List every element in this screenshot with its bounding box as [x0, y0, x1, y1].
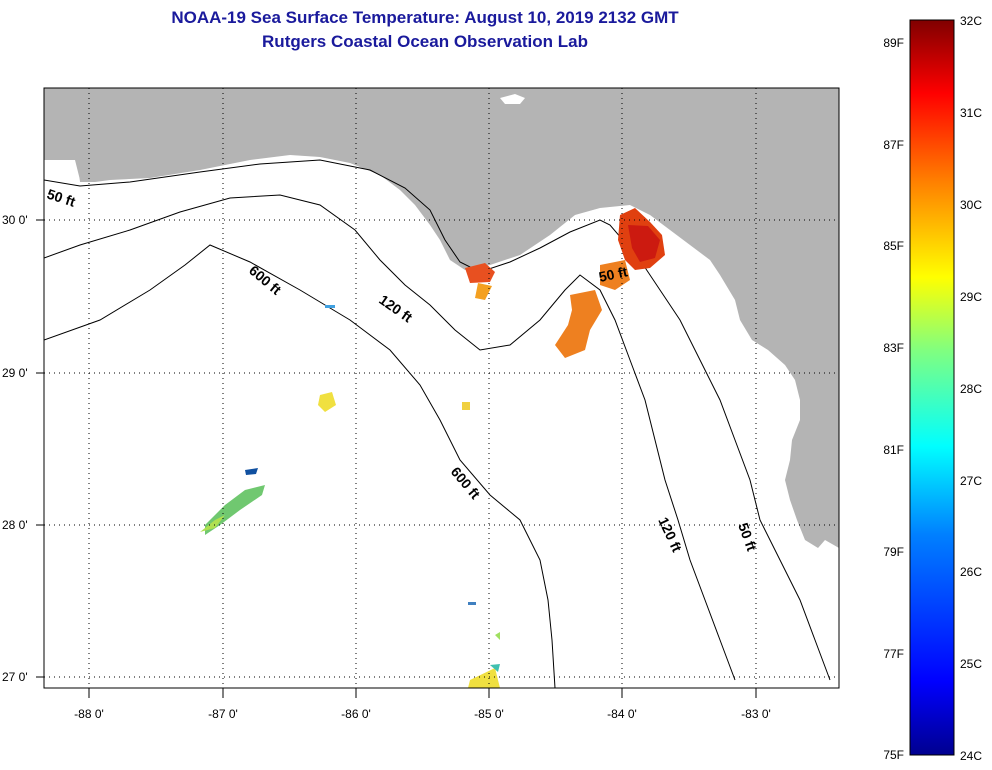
scale-label-c: 30C: [960, 198, 982, 212]
scale-label-c: 32C: [960, 14, 982, 28]
land-mass: [44, 88, 839, 548]
lon-label: -83 0': [741, 707, 771, 721]
scale-label-f: 75F: [883, 748, 904, 762]
scale-label-c: 26C: [960, 565, 982, 579]
lat-label: 28 0': [2, 518, 28, 532]
map-frame: [43, 87, 840, 689]
scale-label-f: 77F: [883, 647, 904, 661]
scale-label-c: 29C: [960, 290, 982, 304]
inland-lake: [500, 92, 530, 104]
lon-label: -87 0': [208, 707, 238, 721]
contour-600ft: [44, 244, 556, 688]
lon-label: -84 0': [607, 707, 637, 721]
lon-label: -86 0': [341, 707, 371, 721]
scale-label-f: 79F: [883, 545, 904, 559]
scale-label-f: 89F: [883, 36, 904, 50]
mobile-bay-land: [75, 112, 102, 182]
scale-label-c: 28C: [960, 382, 982, 396]
scale-label-f: 85F: [883, 239, 904, 253]
scale-label-c: 31C: [960, 106, 982, 120]
contour-label: 50 ft: [597, 263, 629, 285]
graticule: [44, 88, 839, 688]
map-subtitle: Rutgers Coastal Ocean Observation Lab: [262, 32, 588, 51]
color-scale-bar: [909, 19, 955, 756]
scale-label-f: 83F: [883, 341, 904, 355]
contour-50ft: [44, 159, 831, 681]
lat-label: 27 0': [2, 670, 28, 684]
lon-label: -88 0': [74, 707, 104, 721]
scale-label-f: 81F: [883, 443, 904, 457]
scale-label-c: 25C: [960, 657, 982, 671]
tick-marks: [36, 219, 757, 698]
map-title: NOAA-19 Sea Surface Temperature: August …: [171, 8, 679, 27]
lat-label: 30 0': [2, 213, 28, 227]
scale-label-c: 24C: [960, 749, 982, 763]
contour-120ft: [44, 194, 736, 681]
scale-label-c: 27C: [960, 474, 982, 488]
sst-patches: [200, 208, 665, 688]
lat-label: 29 0': [2, 366, 28, 380]
scale-label-f: 87F: [883, 138, 904, 152]
lon-label: -85 0': [474, 707, 504, 721]
